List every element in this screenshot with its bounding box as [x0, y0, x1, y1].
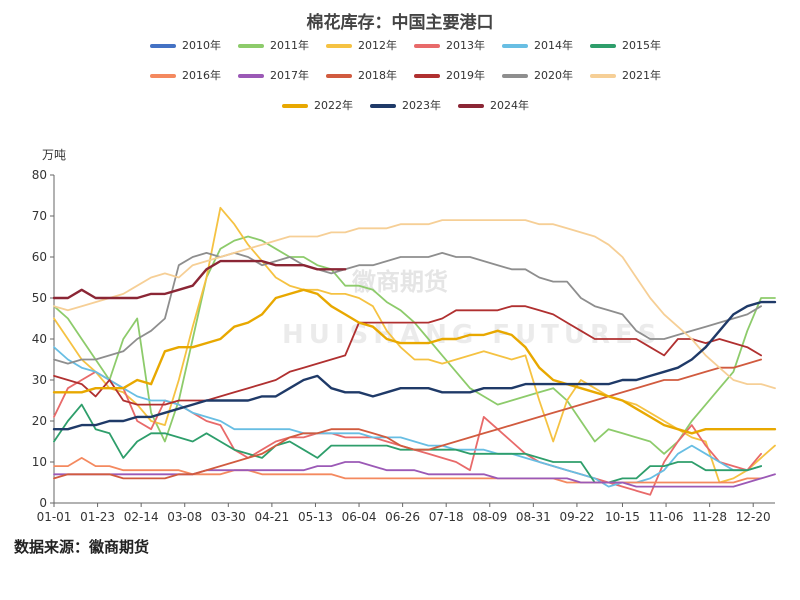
series-line-2021年	[53, 219, 776, 390]
legend-label: 2019年	[446, 69, 485, 82]
legend-swatch	[326, 74, 352, 78]
chart-title: 棉花库存：中国主要港口	[306, 13, 494, 33]
legend-swatch	[502, 44, 528, 48]
legend-label: 2013年	[446, 39, 485, 52]
legend-swatch	[414, 74, 440, 78]
legend-swatch	[370, 104, 396, 108]
x-tick-label: 01-01	[37, 510, 72, 524]
legend-label: 2018年	[358, 69, 397, 82]
x-tick-label: 08-09	[472, 510, 507, 524]
x-tick-label: 08-31	[516, 510, 551, 524]
y-tick-label: 20	[32, 414, 47, 428]
x-tick-label: 03-08	[167, 510, 202, 524]
series-line-2018年	[53, 358, 762, 480]
x-tick-label: 01-23	[80, 510, 115, 524]
series-line-2011年	[53, 235, 776, 455]
y-tick-label: 30	[32, 373, 47, 387]
legend-swatch	[150, 74, 176, 78]
legend-swatch	[502, 74, 528, 78]
legend-label: 2022年	[314, 99, 353, 112]
x-tick-label: 02-14	[124, 510, 159, 524]
x-tick-label: 07-18	[429, 510, 464, 524]
y-tick-label: 0	[39, 496, 47, 510]
legend-label: 2015年	[622, 39, 661, 52]
series-line-2023年	[52, 300, 777, 431]
series-line-2024年	[52, 259, 347, 300]
series-line-2020年	[53, 251, 762, 365]
legend-label: 2016年	[182, 69, 221, 82]
legend-label: 2020年	[534, 69, 573, 82]
legend-swatch	[238, 44, 264, 48]
legend-swatch	[590, 74, 616, 78]
y-tick-label: 80	[32, 168, 47, 182]
x-tick-label: 10-15	[605, 510, 640, 524]
series-line-2019年	[53, 305, 762, 406]
legend-label: 2010年	[182, 39, 221, 52]
x-tick-label: 04-21	[254, 510, 289, 524]
x-tick-label: 12-20	[736, 510, 771, 524]
legend-label: 2021年	[622, 69, 661, 82]
y-tick-label: 10	[32, 455, 47, 469]
legend-label: 2014年	[534, 39, 573, 52]
legend-swatch	[414, 44, 440, 48]
x-tick-label: 09-22	[559, 510, 594, 524]
legend-label: 2011年	[270, 39, 309, 52]
x-tick-label: 11-28	[692, 510, 727, 524]
series-line-2022年	[52, 288, 777, 435]
series-line-2016年	[53, 456, 762, 484]
legend-label: 2023年	[402, 99, 441, 112]
legend-label: 2017年	[270, 69, 309, 82]
y-tick-label: 60	[32, 250, 47, 264]
legend-swatch	[326, 44, 352, 48]
legend-swatch	[282, 104, 308, 108]
y-tick-label: 70	[32, 209, 47, 223]
series-line-2015年	[53, 403, 762, 484]
y-axis-unit-label: 万吨	[42, 148, 67, 162]
legend-swatch	[458, 104, 484, 108]
legend-label: 2012年	[358, 39, 397, 52]
y-tick-label: 40	[32, 332, 47, 346]
watermark-cn: 徽商期货	[352, 268, 448, 296]
legend-swatch	[238, 74, 264, 78]
y-tick-label: 50	[32, 291, 47, 305]
series-line-2012年	[53, 206, 776, 484]
x-tick-label: 06-04	[342, 510, 377, 524]
x-tick-label: 03-30	[211, 510, 246, 524]
x-tick-label: 11-06	[649, 510, 684, 524]
legend-swatch	[150, 44, 176, 48]
legend-swatch	[590, 44, 616, 48]
x-tick-label: 06-26	[385, 510, 420, 524]
x-tick-label: 05-13	[298, 510, 333, 524]
series-line-2017年	[53, 461, 776, 488]
legend-label: 2024年	[490, 99, 529, 112]
source-note: 数据来源：徽商期货	[14, 538, 150, 556]
